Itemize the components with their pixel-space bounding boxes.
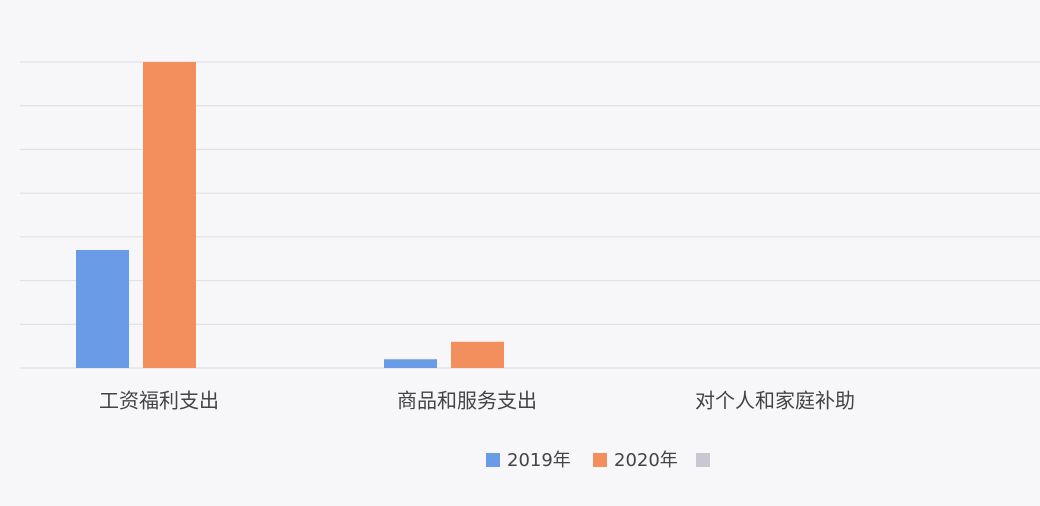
bar — [143, 62, 196, 368]
bar — [76, 249, 129, 368]
legend-swatch — [593, 453, 607, 467]
x-tick-label: 商品和服务支出 — [397, 389, 537, 413]
legend-label: 2020年 — [614, 450, 678, 471]
bar — [384, 359, 437, 368]
x-tick-label: 工资福利支出 — [99, 389, 219, 413]
x-tick-label: 对个人和家庭补助 — [695, 389, 855, 413]
legend-swatch — [696, 453, 710, 467]
bar — [451, 341, 504, 368]
legend-label: 2019年 — [507, 450, 571, 471]
legend-swatch — [486, 453, 500, 467]
